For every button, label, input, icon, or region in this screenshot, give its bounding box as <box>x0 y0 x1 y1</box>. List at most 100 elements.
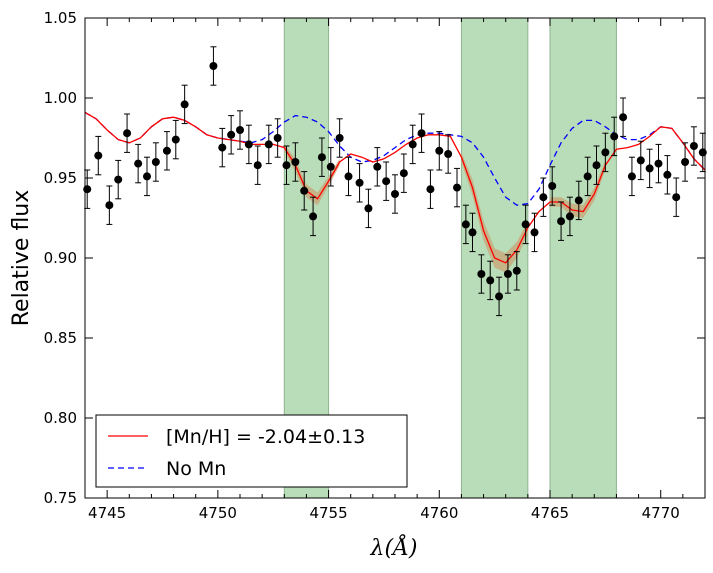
point-marker <box>574 196 583 205</box>
data-point <box>317 137 326 177</box>
data-point <box>408 124 417 165</box>
data-point <box>180 84 189 125</box>
point-marker <box>512 266 521 275</box>
point-marker <box>417 129 426 138</box>
data-point <box>134 143 143 184</box>
x-tick-label: 4750 <box>199 504 237 522</box>
y-tick-label: 0.95 <box>44 169 77 187</box>
point-marker <box>565 212 574 221</box>
x-tick-label: 4765 <box>531 504 569 522</box>
data-point <box>495 276 504 317</box>
data-point <box>309 196 318 237</box>
point-marker <box>636 156 645 165</box>
legend-box <box>95 414 408 488</box>
data-point <box>610 116 619 157</box>
data-point <box>461 204 470 245</box>
point-marker <box>698 148 707 157</box>
data-point <box>399 153 408 193</box>
point-marker <box>539 193 548 202</box>
data-point <box>364 188 373 229</box>
point-marker <box>291 158 300 166</box>
point-marker <box>326 162 335 171</box>
y-tick-label: 0.90 <box>44 249 77 267</box>
point-marker <box>681 158 690 166</box>
point-marker <box>382 177 391 186</box>
data-point <box>503 254 512 294</box>
x-tick-label: 4770 <box>642 504 680 522</box>
x-tick-label: 4745 <box>88 504 126 522</box>
data-point <box>391 174 399 214</box>
point-marker <box>253 161 262 170</box>
data-point <box>244 124 253 165</box>
point-marker <box>444 150 453 158</box>
point-marker <box>151 158 160 166</box>
y-tick-label: 1.05 <box>44 9 77 27</box>
shaded-region-2 <box>549 17 617 499</box>
data-point <box>468 212 477 253</box>
data-point <box>94 135 103 176</box>
x-axis-label: λ(Å) <box>370 533 418 561</box>
point-marker <box>209 62 218 70</box>
data-point <box>627 156 636 197</box>
point-marker <box>162 146 171 155</box>
data-point <box>645 148 654 189</box>
legend-label: [Mn/H] = -2.04±0.13 <box>166 426 365 448</box>
point-marker <box>355 178 364 187</box>
data-point <box>143 156 151 197</box>
data-point <box>574 180 583 221</box>
data-point <box>592 145 601 185</box>
point-marker <box>521 220 530 229</box>
point-marker <box>654 159 663 168</box>
data-point <box>300 171 309 211</box>
data-point <box>253 145 262 185</box>
data-point <box>477 254 486 294</box>
x-tick-label: 4755 <box>309 504 347 522</box>
point-marker <box>94 151 103 160</box>
point-marker <box>105 201 114 210</box>
data-point <box>218 127 227 168</box>
data-point <box>619 97 628 137</box>
point-marker <box>408 140 417 149</box>
data-point <box>162 131 171 171</box>
legend: [Mn/H] = -2.04±0.13 No Mn <box>95 414 408 488</box>
y-tick-label: 0.75 <box>44 489 77 507</box>
point-marker <box>468 228 477 237</box>
point-marker <box>627 172 636 181</box>
y-tick-label: 1.00 <box>44 89 77 107</box>
point-marker <box>180 100 189 109</box>
data-point <box>512 251 521 291</box>
data-point <box>273 118 282 158</box>
point-marker <box>557 217 566 226</box>
data-point <box>373 147 382 187</box>
data-points <box>83 46 707 317</box>
data-point <box>654 143 663 184</box>
data-point <box>236 110 244 150</box>
point-marker <box>227 130 236 139</box>
y-tick-label: 0.85 <box>44 329 77 347</box>
point-marker <box>134 159 143 168</box>
data-point <box>227 115 236 155</box>
point-marker <box>689 142 698 150</box>
series-line-mn-fit <box>84 111 706 264</box>
data-point <box>355 163 364 203</box>
data-point <box>282 145 291 185</box>
data-point <box>583 156 592 197</box>
point-marker <box>83 185 92 194</box>
point-marker <box>364 204 373 213</box>
data-point <box>636 140 645 181</box>
data-point <box>539 177 548 217</box>
data-point <box>530 212 539 253</box>
point-marker <box>477 270 486 278</box>
point-marker <box>435 146 444 155</box>
uncertainty-band-0 <box>284 144 340 206</box>
point-marker <box>123 129 132 138</box>
point-marker <box>426 185 435 194</box>
point-marker <box>601 148 610 157</box>
data-point <box>326 147 335 187</box>
data-point <box>344 156 353 197</box>
data-point <box>672 177 681 217</box>
point-marker <box>486 276 495 285</box>
data-point <box>548 166 557 206</box>
point-marker <box>610 132 619 141</box>
point-marker <box>461 220 470 229</box>
